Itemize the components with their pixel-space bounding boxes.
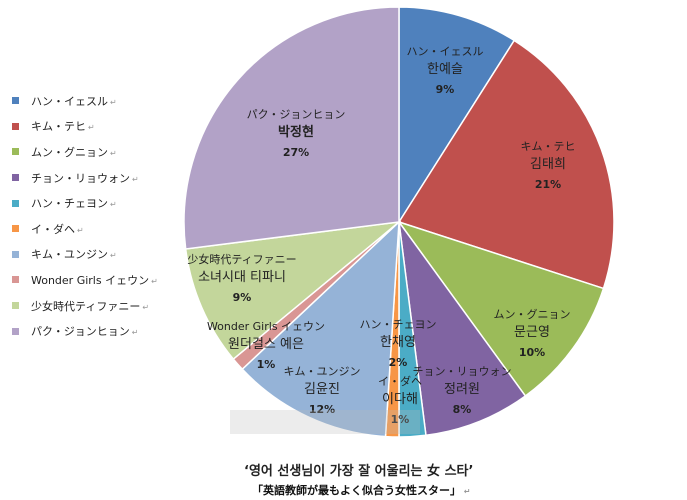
- slice-label-text: 2%: [389, 356, 408, 369]
- slice-label: パク・ジョンヒョン 박정현 27%: [247, 108, 346, 159]
- slice-label-text: 9%: [436, 83, 455, 96]
- slice-label-text: 이다해: [382, 392, 418, 407]
- slice-label-text: 한채영: [380, 335, 416, 350]
- slice-label-text: ハン・イェスル: [407, 45, 484, 58]
- legend-item: チョン・リョウォン: [12, 165, 187, 191]
- legend-swatch: [12, 148, 19, 156]
- slice-label-text: 문근영: [514, 325, 550, 340]
- legend-item: キム・ユンジン: [12, 242, 187, 268]
- chart-title: ‘영어 선생님이 가장 잘 어울리는 女 스타’: [244, 464, 474, 479]
- legend-label: イ・ダヘ: [31, 221, 84, 237]
- slice-label-text: 少女時代ティファニー: [187, 252, 296, 266]
- pie-slice: [397, 220, 605, 397]
- pie-slice: [241, 220, 400, 438]
- chart-subtitle: 「英語教師が最もよく似合う女性スター」: [252, 482, 471, 498]
- slice-label: チョン・リョウォン 정려원 8%: [413, 365, 512, 416]
- legend-label: パク・ジョンヒョン: [31, 323, 138, 339]
- legend-swatch: [12, 225, 19, 233]
- slice-label-text: 10%: [519, 346, 545, 359]
- slice-label-text: 1%: [391, 413, 410, 426]
- slice-label: ハン・チェヨン 한채영 2%: [360, 318, 437, 369]
- slice-label-text: ムン・グニョン: [494, 307, 571, 321]
- legend-item: ハン・イェスル: [12, 88, 187, 114]
- slice-label-text: イ・ダヘ: [378, 374, 422, 388]
- pie-slice: [398, 6, 516, 225]
- slice-label: キム・テヒ 김태희 21%: [521, 140, 576, 191]
- legend-swatch: [12, 97, 19, 105]
- legend-swatch: [12, 302, 19, 310]
- slice-label: キム・ユンジン 김윤진 12%: [284, 365, 361, 416]
- legend-swatch: [12, 174, 19, 182]
- legend-item: キム・テヒ: [12, 114, 187, 140]
- legend-label: キム・テヒ: [31, 118, 95, 134]
- legend-label: Wonder Girls イェウン: [31, 272, 158, 288]
- slice-label: Wonder Girls イェウン 원더걸스 예은 1%: [207, 320, 325, 371]
- slice-label-text: チョン・リョウォン: [413, 365, 512, 378]
- pie-slice: [397, 39, 615, 290]
- slice-label-text: ハン・チェヨン: [360, 318, 437, 331]
- slice-label-text: 21%: [535, 178, 561, 191]
- legend-item: 少女時代ティファニー: [12, 293, 187, 319]
- slice-label-text: 9%: [233, 291, 252, 304]
- legend-item: パク・ジョンヒョン: [12, 318, 187, 344]
- legend-label: ハン・チェヨン: [31, 195, 117, 211]
- slice-label-text: パク・ジョンヒョン: [247, 108, 346, 121]
- legend-swatch: [12, 122, 19, 130]
- legend-swatch: [12, 327, 19, 335]
- slice-label-text: 한예슬: [427, 62, 463, 77]
- pie-slice: [184, 220, 402, 361]
- legend-label: キム・ユンジン: [31, 246, 117, 262]
- slice-label-text: 8%: [453, 403, 472, 416]
- legend-item: ムン・グニョン: [12, 139, 187, 165]
- legend-label: ムン・グニョン: [31, 144, 117, 160]
- legend-item: ハン・チェヨン: [12, 190, 187, 216]
- legend: ハン・イェスル キム・テヒ ムン・グニョン チョン・リョウォン ハン・チェヨン …: [12, 88, 187, 344]
- slice-label-text: 김윤진: [304, 382, 340, 397]
- legend-swatch: [12, 199, 19, 207]
- slice-label-text: 12%: [309, 403, 335, 416]
- slice-label-text: 27%: [283, 146, 309, 159]
- legend-item: Wonder Girls イェウン: [12, 267, 187, 293]
- slice-label-text: 김태희: [530, 157, 566, 172]
- slice-label-text: Wonder Girls イェウン: [207, 320, 325, 333]
- legend-label: チョン・リョウォン: [31, 170, 139, 186]
- legend-label: ハン・イェスル: [31, 93, 117, 109]
- legend-swatch: [12, 276, 19, 284]
- legend-swatch: [12, 250, 19, 258]
- slice-label-text: 1%: [257, 358, 276, 371]
- legend-item: イ・ダヘ: [12, 216, 187, 242]
- slice-label: イ・ダヘ 이다해 1%: [378, 374, 422, 426]
- slice-label-text: キム・テヒ: [521, 140, 576, 153]
- slice-label: ハン・イェスル 한예슬 9%: [407, 45, 484, 96]
- slice-label: 少女時代ティファニー 소녀시대 티파니 9%: [187, 252, 296, 304]
- slice-label-text: 원더걸스 예은: [228, 337, 304, 352]
- pie-slice: [183, 6, 400, 250]
- slice-label-text: キム・ユンジン: [284, 365, 361, 378]
- slice-label-text: 박정현: [278, 124, 314, 140]
- slice-label-text: 소녀시대 티파니: [198, 270, 286, 285]
- legend-label: 少女時代ティファニー: [31, 298, 149, 314]
- pie-slice: [398, 221, 527, 437]
- slice-label: ムン・グニョン 문근영 10%: [494, 307, 571, 359]
- slice-label-text: 정려원: [444, 382, 480, 397]
